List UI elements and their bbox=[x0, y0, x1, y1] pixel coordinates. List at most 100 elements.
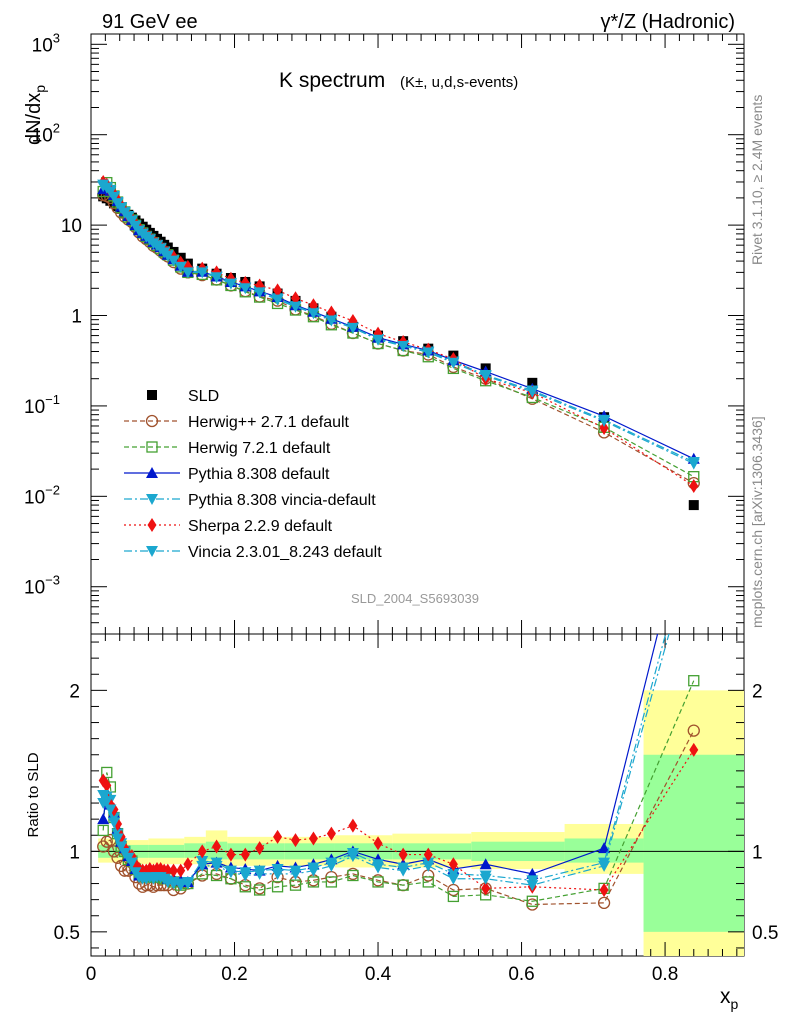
legend-label: Herwig 7.2.1 default bbox=[188, 440, 331, 457]
ratio-tick-label-right: 1 bbox=[752, 842, 763, 863]
ratio-point bbox=[212, 839, 222, 854]
legend-label: Sherpa 2.2.9 default bbox=[188, 518, 333, 535]
ratio-point bbox=[169, 863, 179, 878]
ratio-point bbox=[422, 876, 434, 888]
ratio-point bbox=[348, 818, 358, 833]
ratio-point bbox=[197, 844, 207, 859]
ratio-point bbox=[688, 540, 700, 551]
data-point bbox=[689, 479, 699, 494]
ratio-point bbox=[115, 841, 128, 853]
ratio-point bbox=[97, 824, 109, 837]
ratio-point bbox=[526, 895, 538, 907]
data-point bbox=[273, 283, 283, 298]
data-point bbox=[174, 261, 187, 273]
legend-marker bbox=[146, 467, 158, 478]
ratio-point bbox=[599, 882, 609, 897]
ratio-point bbox=[422, 860, 435, 872]
data-point bbox=[271, 294, 284, 306]
side-label-bottom: mcplots.cern.ch [arXiv:1306.3436] bbox=[749, 416, 765, 628]
ratio-point bbox=[226, 847, 236, 862]
ratio-point bbox=[597, 896, 611, 910]
ratio-point bbox=[347, 869, 359, 882]
ratio-point bbox=[397, 879, 409, 891]
ratio-point bbox=[479, 858, 492, 870]
y-tick-label: 103 bbox=[32, 30, 60, 56]
ratio-point bbox=[289, 879, 302, 891]
ratio-point bbox=[101, 766, 113, 779]
side-label-top: Rivet 3.1.10, ≥ 2.4M events bbox=[749, 95, 765, 265]
ratio-point bbox=[307, 865, 320, 877]
y-tick-exponent: 3 bbox=[53, 30, 60, 45]
legend-label: Pythia 8.308 default bbox=[188, 466, 330, 483]
legend-marker bbox=[146, 546, 158, 557]
ratio-point bbox=[373, 836, 383, 851]
data-point bbox=[598, 416, 611, 428]
y-tick-label: 10−3 bbox=[24, 573, 60, 599]
ratio-point bbox=[196, 860, 209, 872]
header-left: 91 GeV ee bbox=[102, 11, 198, 33]
ratio-point bbox=[271, 881, 284, 893]
ratio-point bbox=[253, 884, 266, 896]
ratio-point bbox=[176, 863, 186, 878]
ratio-point bbox=[326, 826, 336, 841]
ratio-point bbox=[255, 841, 265, 856]
ratio-point bbox=[479, 873, 492, 885]
ratio-point bbox=[688, 524, 700, 535]
y-tick-label: 10−2 bbox=[24, 482, 60, 508]
ratio-point bbox=[107, 817, 120, 829]
ratio-point bbox=[111, 833, 124, 845]
legend-label: Pythia 8.308 vincia-default bbox=[188, 492, 376, 509]
ratio-point bbox=[372, 862, 385, 874]
y-tick-exponent: −2 bbox=[45, 482, 60, 497]
data-point bbox=[479, 370, 492, 382]
ratio-point bbox=[346, 851, 359, 863]
chart-title-sub: (K±, u,d,s-events) bbox=[400, 74, 518, 91]
y-axis-label: dN/dxp bbox=[23, 85, 48, 145]
x-tick-label: 0.6 bbox=[508, 964, 534, 985]
ratio-point bbox=[289, 868, 302, 880]
data-point bbox=[210, 272, 223, 284]
data-point bbox=[253, 287, 266, 299]
ratio-tick-label-right: 2 bbox=[752, 681, 763, 702]
legend-marker bbox=[146, 494, 158, 505]
y-tick-exponent: −1 bbox=[45, 392, 60, 407]
data-point bbox=[372, 334, 385, 346]
data-point bbox=[107, 191, 120, 203]
ratio-tick-label: 2 bbox=[69, 681, 80, 702]
legend-marker bbox=[147, 390, 157, 400]
ratio-point bbox=[598, 842, 611, 854]
ratio-point bbox=[689, 742, 699, 757]
ratio-point bbox=[526, 880, 539, 892]
data-point bbox=[422, 347, 435, 359]
x-tick-label: 0.2 bbox=[221, 964, 247, 985]
data-point bbox=[289, 301, 302, 313]
data-point bbox=[325, 315, 338, 327]
y-tick-label: 10−1 bbox=[24, 392, 60, 418]
chart-title: K spectrum (K±, u,d,s-events) bbox=[279, 69, 518, 92]
series-line bbox=[102, 181, 695, 478]
ratio-point bbox=[448, 857, 458, 872]
ratio-tick-label: 0.5 bbox=[54, 923, 80, 944]
data-point bbox=[447, 357, 460, 369]
ratio-point bbox=[273, 829, 283, 844]
data-point bbox=[161, 250, 174, 262]
ratio-point bbox=[398, 847, 408, 862]
ratio-point bbox=[308, 831, 318, 846]
data-point bbox=[346, 322, 359, 334]
x-tick-label: 0.4 bbox=[365, 964, 392, 985]
ratio-point bbox=[307, 876, 320, 888]
ratio-point bbox=[102, 778, 112, 793]
y-tick-exponent: −3 bbox=[45, 573, 60, 588]
ratio-tick-label: 1 bbox=[69, 842, 80, 863]
series-ratio bbox=[97, 524, 700, 911]
data-point bbox=[307, 308, 320, 320]
ratio-point bbox=[240, 847, 250, 862]
data-point bbox=[224, 278, 237, 290]
ratio-point bbox=[325, 876, 338, 888]
legend-label: Vincia 2.3.01_8.243 default bbox=[188, 544, 382, 561]
ratio-point bbox=[447, 890, 460, 903]
ratio-y-axis-label: Ratio to SLD bbox=[25, 752, 42, 837]
x-tick-label: 0.8 bbox=[652, 964, 678, 985]
